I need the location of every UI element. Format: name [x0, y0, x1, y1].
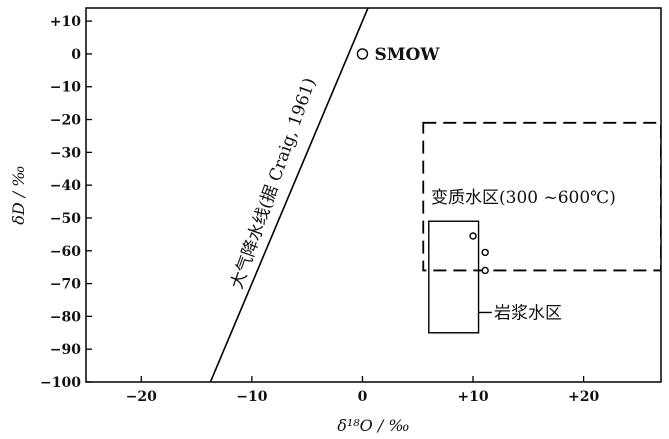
x-tick-label: 0	[358, 389, 368, 405]
y-tick-label: −20	[50, 113, 81, 129]
sample-point	[482, 249, 488, 255]
y-tick-label: −100	[40, 375, 81, 391]
sample-point	[482, 267, 488, 273]
y-tick-label: −30	[50, 145, 81, 161]
y-tick-label: −10	[50, 80, 81, 96]
smow-point	[357, 49, 367, 59]
meteoric-water-line	[210, 0, 398, 382]
y-tick-label: −70	[50, 277, 81, 293]
sample-point	[470, 233, 476, 239]
smow-label: SMOW	[374, 45, 440, 65]
magmatic-water-region-label: 岩浆水区	[494, 303, 562, 323]
x-tick-label: +10	[457, 389, 488, 405]
meteoric-water-line-label: 大气降水线(据 Craig, 1961)	[227, 75, 320, 291]
y-tick-label: −50	[50, 211, 81, 227]
y-tick-label: 0	[71, 47, 81, 63]
metamorphic-water-region-label: 变质水区(300 ~600℃)	[431, 188, 616, 208]
x-tick-label: −10	[236, 389, 267, 405]
y-tick-label: −80	[50, 309, 81, 325]
y-tick-label: +10	[50, 14, 81, 30]
y-tick-label: −90	[50, 342, 81, 358]
x-tick-label: −20	[126, 389, 157, 405]
x-tick-label: +20	[568, 389, 599, 405]
y-tick-label: −40	[50, 178, 81, 194]
y-tick-label: −60	[50, 244, 81, 260]
y-axis-title: δD / ‰	[9, 165, 28, 225]
x-axis-title: δ¹⁸O / ‰	[337, 416, 410, 435]
